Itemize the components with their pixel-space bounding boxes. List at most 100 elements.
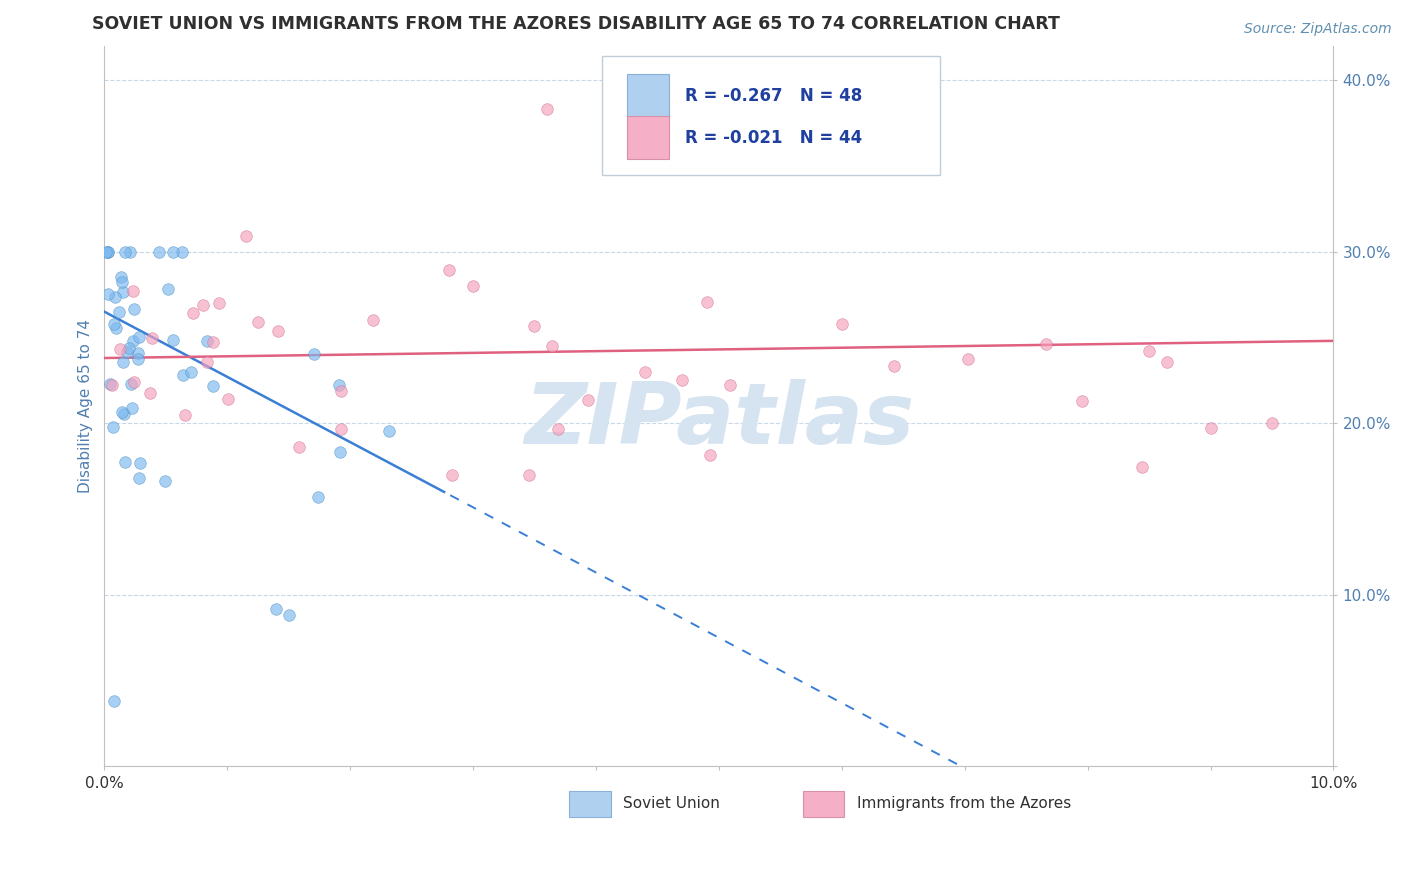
FancyBboxPatch shape (569, 791, 610, 817)
Point (112, 408, 135, 422)
Point (115, 345, 138, 359)
Point (114, 455, 136, 469)
Point (122, 334, 145, 348)
Point (122, 376, 145, 390)
Point (329, 384, 352, 399)
Point (634, 365, 657, 379)
Point (302, 347, 325, 361)
Point (103, 694, 125, 708)
Point (208, 295, 231, 310)
Point (883, 359, 905, 373)
Point (162, 244, 184, 259)
Point (517, 467, 540, 482)
Point (202, 379, 225, 393)
Point (139, 386, 162, 401)
Y-axis label: Disability Age 65 to 74: Disability Age 65 to 74 (79, 319, 93, 493)
Point (191, 297, 214, 311)
Point (247, 315, 270, 329)
Point (197, 334, 219, 348)
Point (195, 355, 218, 369)
Point (112, 285, 135, 300)
Point (111, 405, 134, 419)
Point (1137, 344, 1160, 359)
Point (536, 102, 558, 116)
Point (956, 352, 979, 367)
Point (101, 377, 124, 392)
Point (153, 474, 176, 488)
Point (103, 420, 125, 434)
Point (1199, 421, 1222, 435)
Point (104, 321, 127, 335)
Point (129, 456, 152, 470)
Point (148, 244, 170, 259)
Point (114, 244, 136, 259)
Point (128, 330, 150, 344)
Text: Soviet Union: Soviet Union (623, 797, 720, 812)
Point (127, 346, 149, 360)
Text: Source: ZipAtlas.com: Source: ZipAtlas.com (1244, 22, 1392, 37)
Text: Immigrants from the Azores: Immigrants from the Azores (856, 797, 1071, 812)
Text: R = -0.267   N = 48: R = -0.267 N = 48 (685, 87, 862, 104)
Point (174, 408, 197, 422)
Point (217, 392, 239, 406)
Text: R = -0.021   N = 44: R = -0.021 N = 44 (685, 128, 862, 146)
Point (328, 378, 350, 392)
Point (122, 302, 145, 317)
Point (181, 306, 204, 320)
Point (118, 341, 141, 355)
Point (97, 287, 120, 301)
Point (172, 368, 194, 383)
Point (157, 282, 180, 296)
Point (437, 263, 460, 277)
Point (141, 331, 163, 345)
FancyBboxPatch shape (627, 116, 668, 159)
Point (96, 244, 118, 259)
Point (103, 318, 125, 332)
Point (104, 290, 127, 304)
Text: SOVIET UNION VS IMMIGRANTS FROM THE AZORES DISABILITY AGE 65 TO 74 CORRELATION C: SOVIET UNION VS IMMIGRANTS FROM THE AZOR… (91, 15, 1060, 33)
Text: ZIPatlas: ZIPatlas (524, 379, 914, 462)
Point (112, 355, 135, 369)
Point (267, 324, 290, 338)
Point (201, 335, 224, 350)
Point (127, 352, 149, 367)
FancyBboxPatch shape (627, 75, 668, 117)
Point (1130, 459, 1153, 474)
Point (172, 244, 194, 259)
Point (576, 393, 599, 408)
Point (108, 304, 131, 318)
Point (329, 445, 352, 459)
Point (120, 377, 142, 392)
Point (162, 333, 184, 347)
Point (97, 244, 120, 259)
Point (121, 401, 143, 415)
Point (110, 269, 132, 284)
Point (541, 339, 564, 353)
Point (378, 424, 401, 438)
Point (699, 448, 721, 462)
Point (329, 422, 352, 436)
Point (111, 275, 134, 289)
Point (98, 376, 121, 391)
FancyBboxPatch shape (602, 56, 941, 176)
Point (1261, 416, 1284, 430)
Point (1156, 355, 1178, 369)
Point (288, 440, 311, 454)
Point (441, 467, 464, 482)
Point (128, 470, 150, 484)
Point (671, 373, 693, 387)
Point (266, 601, 288, 615)
Point (235, 229, 257, 244)
Point (547, 422, 569, 436)
Point (307, 490, 329, 504)
Point (523, 319, 546, 334)
Point (118, 244, 141, 259)
Point (110, 342, 132, 356)
Point (696, 294, 718, 309)
Point (1071, 393, 1094, 408)
Point (277, 608, 299, 623)
Point (361, 313, 384, 327)
Point (180, 365, 202, 379)
Point (831, 317, 853, 331)
Point (122, 285, 145, 299)
